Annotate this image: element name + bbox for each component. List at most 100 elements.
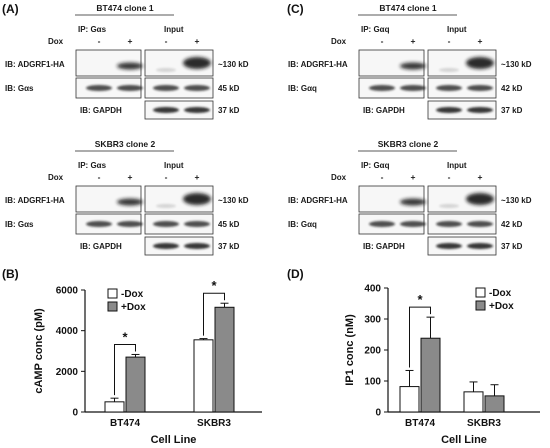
lane-minus: - [165, 172, 168, 182]
input-label: Input [164, 25, 184, 34]
legend-swatch [107, 288, 118, 299]
lane-plus: + [478, 172, 483, 182]
band [400, 62, 426, 70]
significance-star: * [122, 329, 128, 344]
band [436, 221, 462, 227]
band [183, 57, 211, 69]
band [439, 68, 459, 72]
band [86, 85, 112, 91]
y-tick-label: 2000 [56, 367, 79, 378]
lane-minus: - [448, 172, 451, 182]
blot-panels: BT474 clone 1 IP: Gαs Input Dox - + - + IB: ADGR… [5, 3, 532, 256]
lane-plus: + [195, 36, 200, 46]
lane-minus: - [98, 36, 101, 46]
y-tick-label: 6000 [56, 286, 79, 297]
dox-label: Dox [48, 173, 64, 182]
band [153, 243, 179, 249]
mw-galpha-label: 42 kD [501, 220, 523, 229]
input-label: Input [447, 25, 467, 34]
y-tick-label: 4000 [56, 326, 79, 337]
y-tick-label: 0 [72, 408, 78, 419]
band [156, 68, 176, 72]
band [184, 221, 210, 227]
legend-swatch [107, 301, 118, 312]
x-category-label: BT474 [405, 418, 435, 429]
bar-dox-bt474 [125, 356, 146, 413]
mw-galpha-label: 45 kD [218, 84, 240, 93]
band [184, 107, 210, 113]
ib-gapdh-label: IB: GAPDH [80, 242, 122, 251]
blot-group-c-bottom: SKBR3 clone 2 IP: Gαq Input Dox - + - + IB: ADGR… [288, 139, 532, 256]
dox-label: Dox [331, 37, 347, 46]
y-axis-title: cAMP conc (pM) [33, 308, 45, 394]
ip-label: IP: Gαs [78, 25, 107, 34]
blot-ip-adgrf1 [75, 185, 142, 213]
band [436, 107, 462, 113]
mw-37-label: 37 kD [218, 242, 240, 251]
y-tick-label: 0 [375, 408, 381, 419]
ib-gapdh-label: IB: GAPDH [363, 242, 405, 251]
lane-minus: - [98, 172, 101, 182]
band [117, 221, 143, 227]
y-tick-label: 200 [364, 346, 381, 357]
chart-b-camp: 0 2000 4000 6000 cAMP conc (pM) Cell Line BT47… [33, 278, 262, 446]
ip-label: IP: Gαq [361, 161, 390, 170]
band [466, 57, 494, 69]
blot-title: BT474 clone 1 [96, 3, 153, 13]
band [369, 85, 395, 91]
legend-label: -Dox [121, 289, 144, 300]
bar-dox-bt474 [399, 386, 420, 413]
panel-letter-d: (D) [287, 267, 304, 281]
ib-adgrf1-label: IB: ADGRF1-HA [288, 196, 348, 205]
legend-label: -Dox [489, 288, 512, 299]
y-axis-title: IP1 conc (nM) [344, 314, 356, 386]
band [439, 204, 459, 208]
lane-plus: + [478, 36, 483, 46]
mw-galpha-label: 42 kD [501, 84, 523, 93]
legend-label: +Dox [489, 301, 514, 312]
bar-dox-skbr3 [463, 391, 484, 413]
ib-galpha-label: IB: Gαs [5, 220, 34, 229]
band [400, 221, 426, 227]
blot-title: BT474 clone 1 [379, 3, 436, 13]
bar-dox-skbr3 [214, 306, 235, 413]
band [117, 85, 143, 91]
x-axis-title: Cell Line [441, 434, 487, 446]
ib-galpha-label: IB: Gαs [5, 84, 34, 93]
legend-swatch [475, 287, 486, 298]
significance-bracket [114, 343, 136, 396]
band [467, 107, 493, 113]
band [436, 85, 462, 91]
mw-130-label: ~130 kD [501, 196, 532, 205]
x-category-label: BT474 [110, 418, 140, 429]
mw-130-label: ~130 kD [218, 196, 249, 205]
x-category-label: SKBR3 [467, 418, 501, 429]
band [467, 85, 493, 91]
legend-label: +Dox [121, 302, 146, 313]
mw-37-label: 37 kD [501, 242, 523, 251]
lane-minus: - [165, 36, 168, 46]
lane-minus: - [381, 36, 384, 46]
blot-group-c-top: BT474 clone 1 IP: Gαq Input Dox - + - + IB: ADGR… [288, 3, 532, 120]
panel-letter-a: (A) [2, 2, 19, 16]
lane-plus: + [411, 172, 416, 182]
lane-plus: + [195, 172, 200, 182]
panel-letter-b: (B) [2, 267, 19, 281]
dox-label: Dox [48, 37, 64, 46]
ib-galpha-label: IB: Gαq [288, 84, 317, 93]
bar-dox-bt474 [104, 401, 125, 413]
significance-star: * [417, 292, 423, 307]
blot-group-a-top: BT474 clone 1 IP: Gαs Input Dox - + - + IB: ADGR… [5, 3, 249, 120]
significance-star: * [211, 278, 217, 293]
panel-letter-c: (C) [287, 2, 304, 16]
band [153, 221, 179, 227]
lane-minus: - [381, 172, 384, 182]
chart-d-ip1: 0 100 200 300 400 IP1 conc (nM) Cell Line BT474… [344, 284, 540, 446]
bar-dox-skbr3 [193, 339, 214, 413]
y-tick-label: 300 [364, 315, 381, 326]
input-label: Input [447, 161, 467, 170]
ib-galpha-label: IB: Gαq [288, 220, 317, 229]
band [467, 243, 493, 249]
mw-galpha-label: 45 kD [218, 220, 240, 229]
